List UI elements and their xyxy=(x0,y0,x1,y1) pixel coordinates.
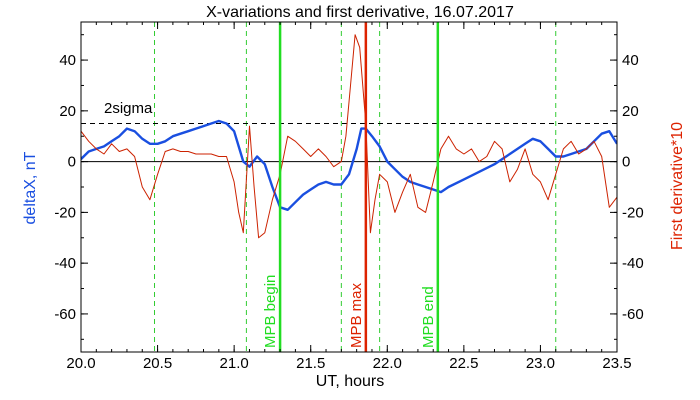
y-tick-label-left: 40 xyxy=(59,52,76,69)
y-tick-label-right: 40 xyxy=(622,52,639,69)
y-tick-label-right: -20 xyxy=(622,204,644,221)
y-axis-title-right: First derivative*10 xyxy=(669,122,686,250)
series-line-deltaX xyxy=(81,119,617,212)
x-tick-label: 23.5 xyxy=(602,355,631,372)
x-tick-label: 20.5 xyxy=(143,355,172,372)
y-tick-label-left: -40 xyxy=(54,255,76,272)
series-line-derivative xyxy=(81,34,617,239)
y-tick-label-left: -20 xyxy=(54,204,76,221)
x-tick-label: 21.0 xyxy=(220,355,249,372)
y-tick-label-right: -40 xyxy=(622,255,644,272)
y-tick-label-left: 20 xyxy=(59,103,76,120)
y-tick-label-left: -60 xyxy=(54,306,76,323)
y-axis-title-left: deltaX, nT xyxy=(22,151,39,224)
x-tick-label: 22.5 xyxy=(449,355,478,372)
y-tick-label-left: 0 xyxy=(68,154,76,171)
y-tick-label-right: 0 xyxy=(622,154,630,171)
x-tick-label: 21.5 xyxy=(296,355,325,372)
x-tick-label: 20.0 xyxy=(66,355,95,372)
mpb-marker-label-0: MPB begin xyxy=(262,275,279,348)
chart-title: X-variations and first derivative, 16.07… xyxy=(206,4,514,21)
y-tick-label-right: 20 xyxy=(622,103,639,120)
y-tick-label-right: -60 xyxy=(622,306,644,323)
mpb-marker-label-2: MPB end xyxy=(420,286,437,348)
plot-area xyxy=(81,22,617,352)
x-tick-label: 22.0 xyxy=(373,355,402,372)
mpb-marker-label-1: MPB max xyxy=(348,282,365,348)
axes: 20.0 20.5 21.0 21.5 22.0 22.5 23.0 23.5 40 40 20 20… xyxy=(54,21,644,372)
x-axis-title: UT, hours xyxy=(316,373,384,390)
x-tick-label: 23.0 xyxy=(526,355,555,372)
threshold-label: 2sigma xyxy=(104,100,153,117)
